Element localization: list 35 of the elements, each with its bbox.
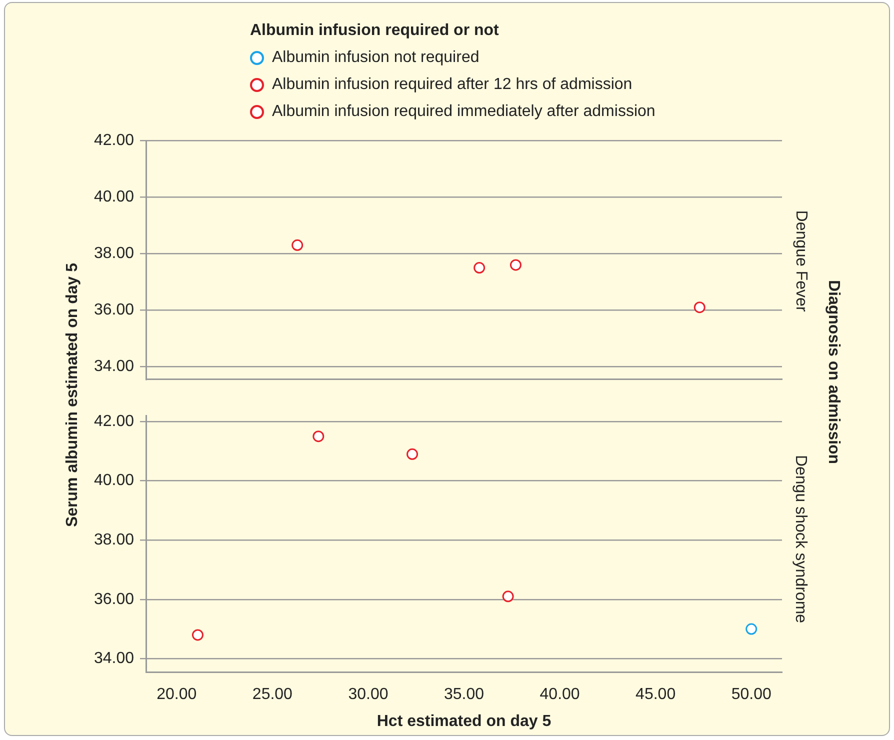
point	[474, 262, 486, 274]
x-tick-label: 50.00	[731, 686, 772, 704]
y-tick-label: 40.00	[94, 472, 134, 490]
legend-label: Albumin infusion required after 12 hrs of admission	[272, 76, 632, 94]
x-tick-label: 30.00	[348, 686, 388, 704]
point	[502, 590, 514, 602]
y-tick-label: 40.00	[94, 188, 134, 206]
y-tick-label: 34.00	[94, 358, 134, 376]
point	[192, 629, 204, 641]
point	[694, 302, 706, 314]
y2-axis-title: Dengu shock syndrome	[791, 454, 810, 623]
y2-axis-title: Dengue Fever	[791, 210, 810, 312]
y-tick-label: 38.00	[94, 532, 134, 548]
x-tick-label: 25.00	[252, 686, 293, 704]
point	[510, 259, 522, 271]
y-tick-label: 36.00	[94, 302, 134, 319]
x-tick-label: 40.00	[540, 686, 580, 704]
y-tick-label: 42.00	[94, 132, 134, 150]
point	[746, 623, 758, 635]
legend-label: Albumin infusion required immediately after admission	[272, 102, 656, 120]
y-axis-title: Serum albumin estimated on day 5	[64, 262, 82, 528]
x-tick-label: 20.00	[156, 686, 197, 704]
x-tick-label: 35.00	[444, 686, 484, 704]
x-tick-label: 45.00	[636, 686, 676, 704]
y-tick-label: 36.00	[94, 590, 134, 608]
y-tick-label: 38.00	[94, 245, 134, 262]
point	[406, 448, 418, 460]
text: Diagnosis on admission	[824, 280, 842, 464]
point	[312, 430, 324, 442]
y-tick-label: 34.00	[94, 650, 134, 668]
legend-title: Albumin infusion required or not	[250, 22, 500, 40]
y-tick-label: 42.00	[94, 412, 134, 430]
legend-label: Albumin infusion not required	[272, 48, 480, 66]
point	[292, 239, 304, 251]
x-axis-title: Hct estimated on day 5	[376, 712, 552, 730]
